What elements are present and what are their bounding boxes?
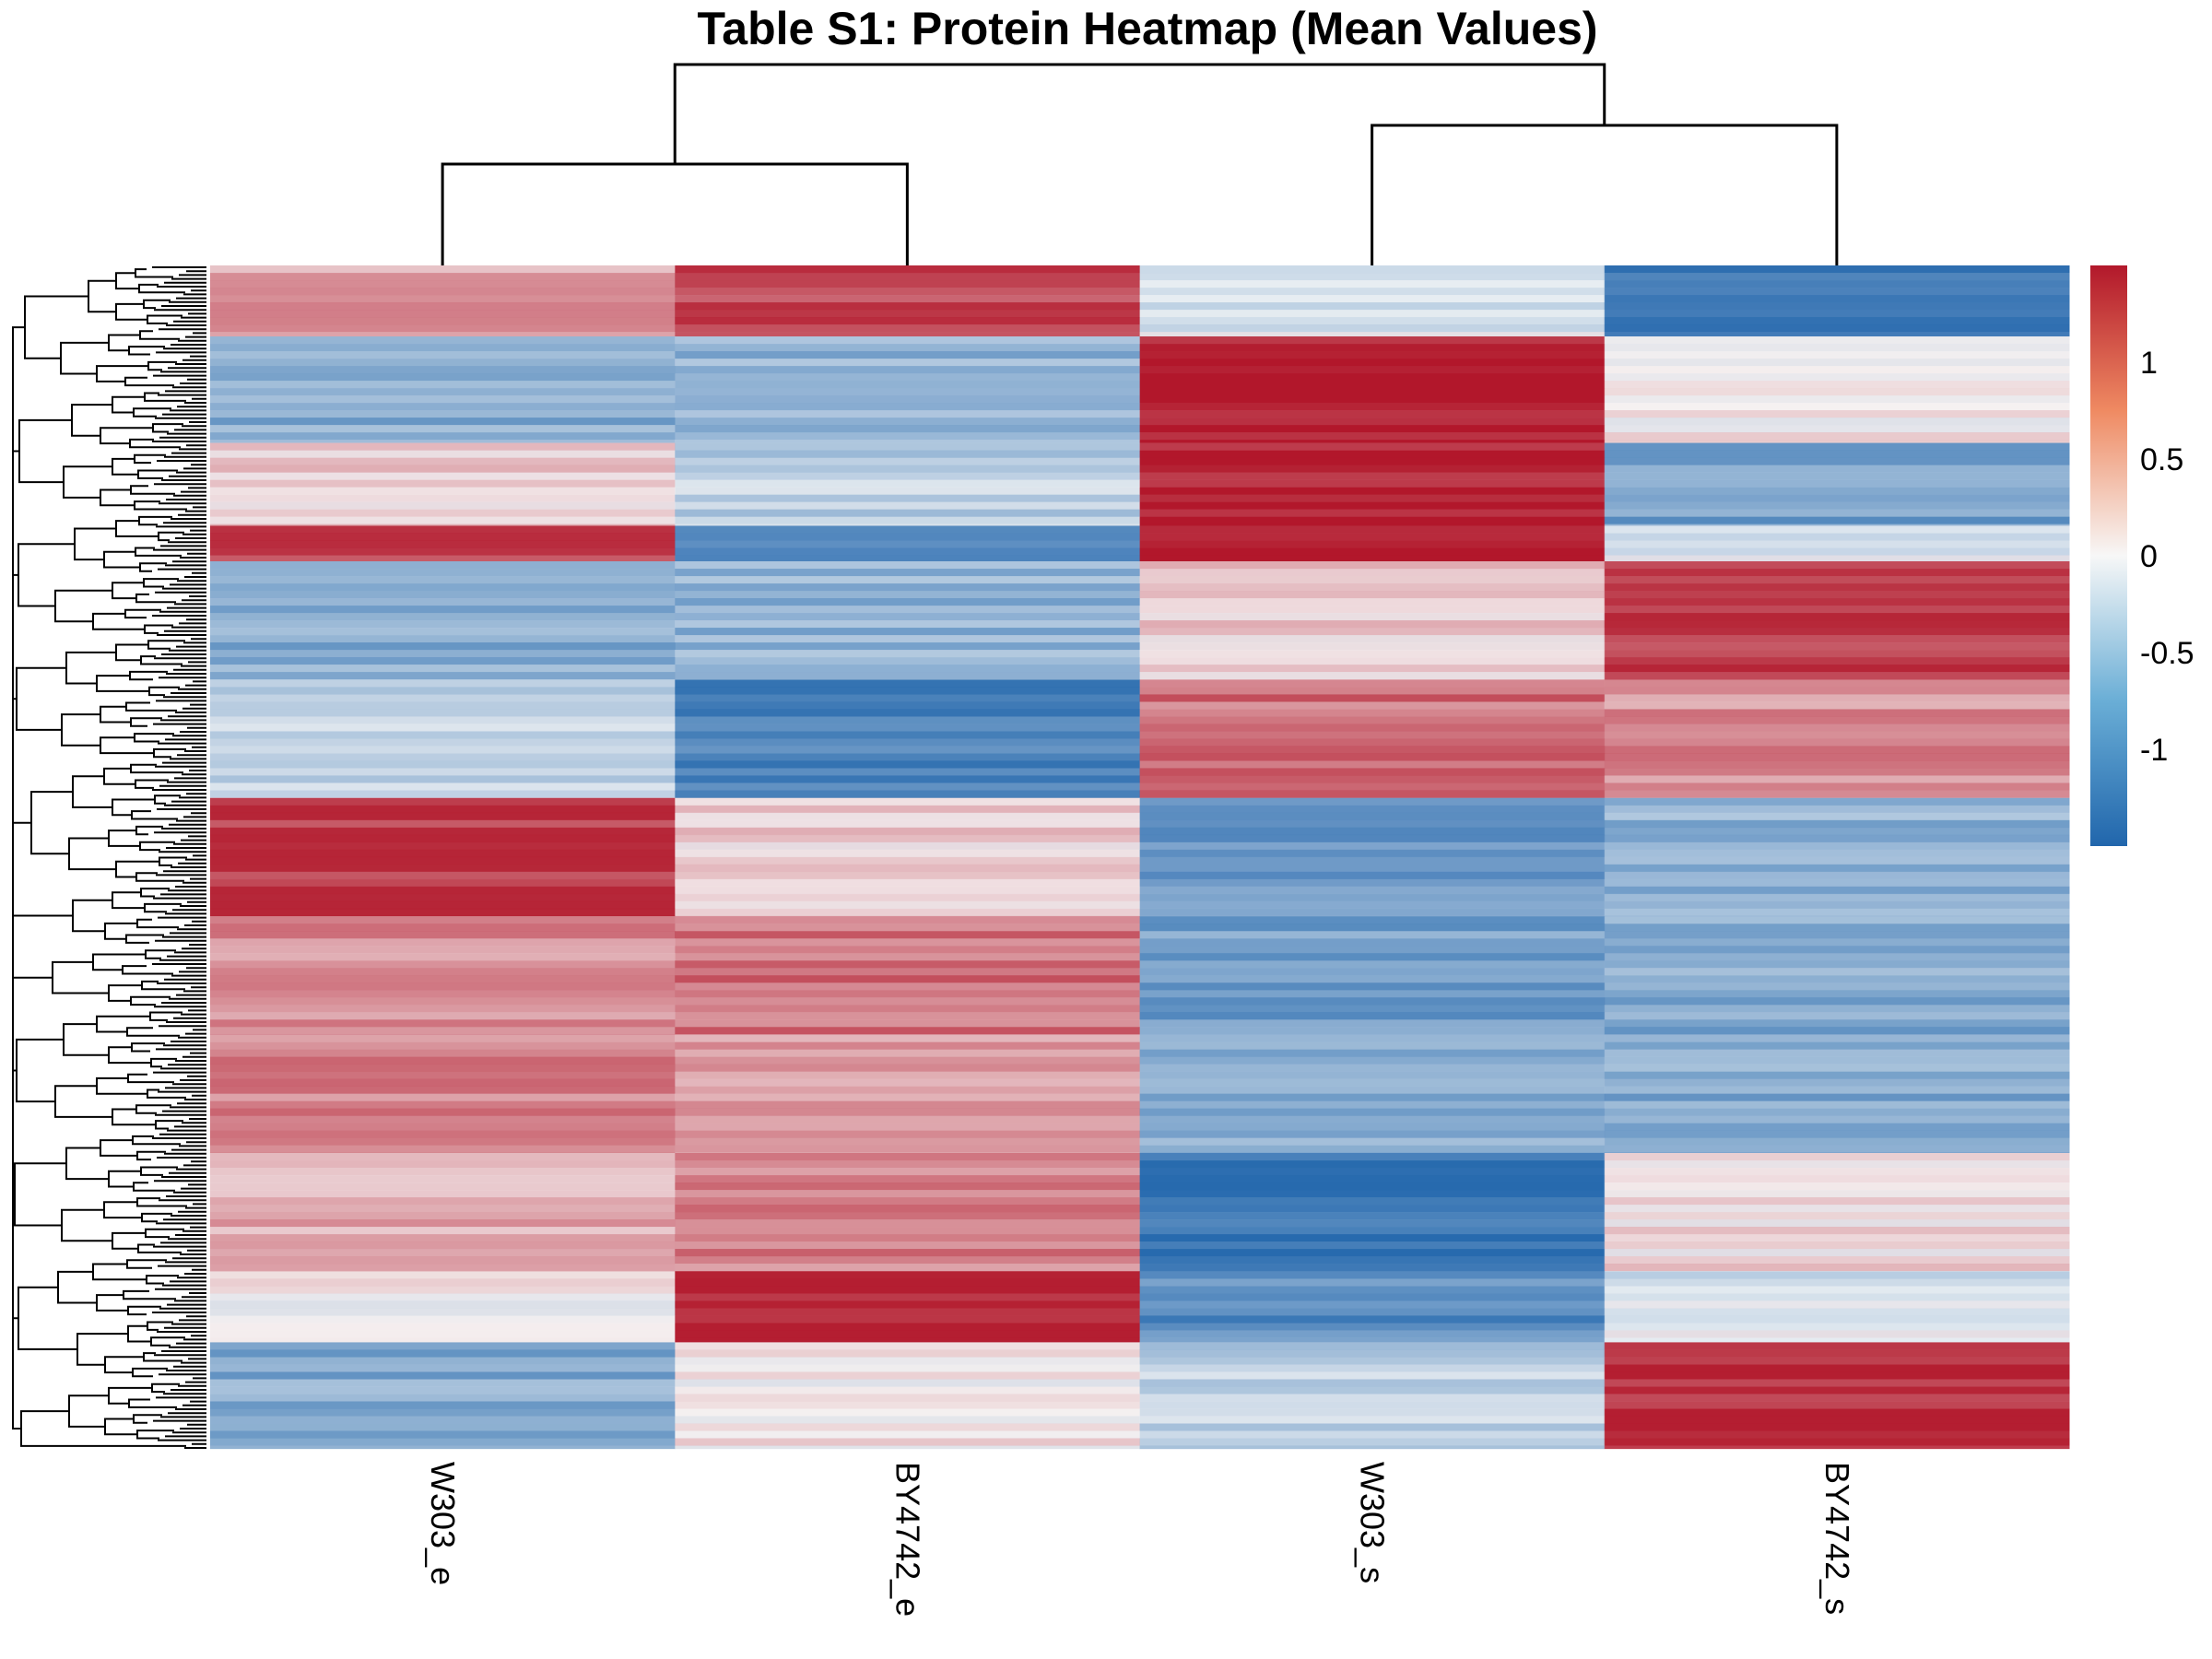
color-scale-bar [2090, 265, 2127, 846]
color-scale-legend: 1 0.5 0 -0.5 -1 [2090, 265, 2194, 846]
row-block [210, 1034, 2070, 1154]
column-label: BY4742_e [888, 1462, 926, 1617]
row-block-texture [210, 265, 2070, 337]
column-labels: W303_e BY4742_e W303_s BY4742_s [424, 1462, 1856, 1617]
row-block [210, 797, 2070, 917]
color-scale-tick: -0.5 [2140, 636, 2194, 671]
row-block [210, 442, 2070, 526]
row-block-texture [210, 1342, 2070, 1450]
row-block-texture [210, 1034, 2070, 1154]
row-block [210, 336, 2070, 443]
dendrogram-branch [1371, 124, 1839, 265]
row-block-texture [210, 1271, 2070, 1343]
row-block-texture [210, 1153, 2070, 1272]
chart-title: Table S1: Protein Heatmap (Mean Values) [697, 3, 1598, 54]
dendrogram-branch [673, 63, 1606, 164]
color-scale-tick: -1 [2140, 733, 2168, 768]
dendrogram-branch [441, 162, 909, 265]
dendrogram-branch [12, 295, 186, 1447]
column-label: BY4742_s [1818, 1462, 1856, 1615]
row-block [210, 265, 2070, 337]
row-block-texture [210, 525, 2070, 562]
row-dendrogram [12, 266, 206, 1449]
row-block-texture [210, 797, 2070, 917]
color-scale-tick: 1 [2140, 346, 2158, 381]
dendrogram-leaves [152, 266, 206, 1449]
row-block [210, 1153, 2070, 1272]
row-block [210, 1271, 2070, 1343]
row-block [210, 525, 2070, 562]
column-dendrogram [441, 63, 1839, 265]
dendrogram-branch [12, 326, 31, 1430]
row-block-texture [210, 442, 2070, 526]
row-block [210, 1342, 2070, 1450]
row-block [210, 916, 2070, 1035]
row-block-texture [210, 679, 2070, 799]
row-block-texture [210, 336, 2070, 443]
column-label: W303_e [424, 1462, 462, 1585]
heatmap-cells [210, 265, 2070, 1450]
column-label: W303_s [1354, 1462, 1392, 1583]
color-scale-tick: 0 [2140, 539, 2158, 574]
row-block-texture [210, 561, 2070, 680]
color-scale-tick: 0.5 [2140, 442, 2183, 477]
row-block-texture [210, 916, 2070, 1035]
row-block [210, 679, 2070, 799]
row-block [210, 561, 2070, 680]
